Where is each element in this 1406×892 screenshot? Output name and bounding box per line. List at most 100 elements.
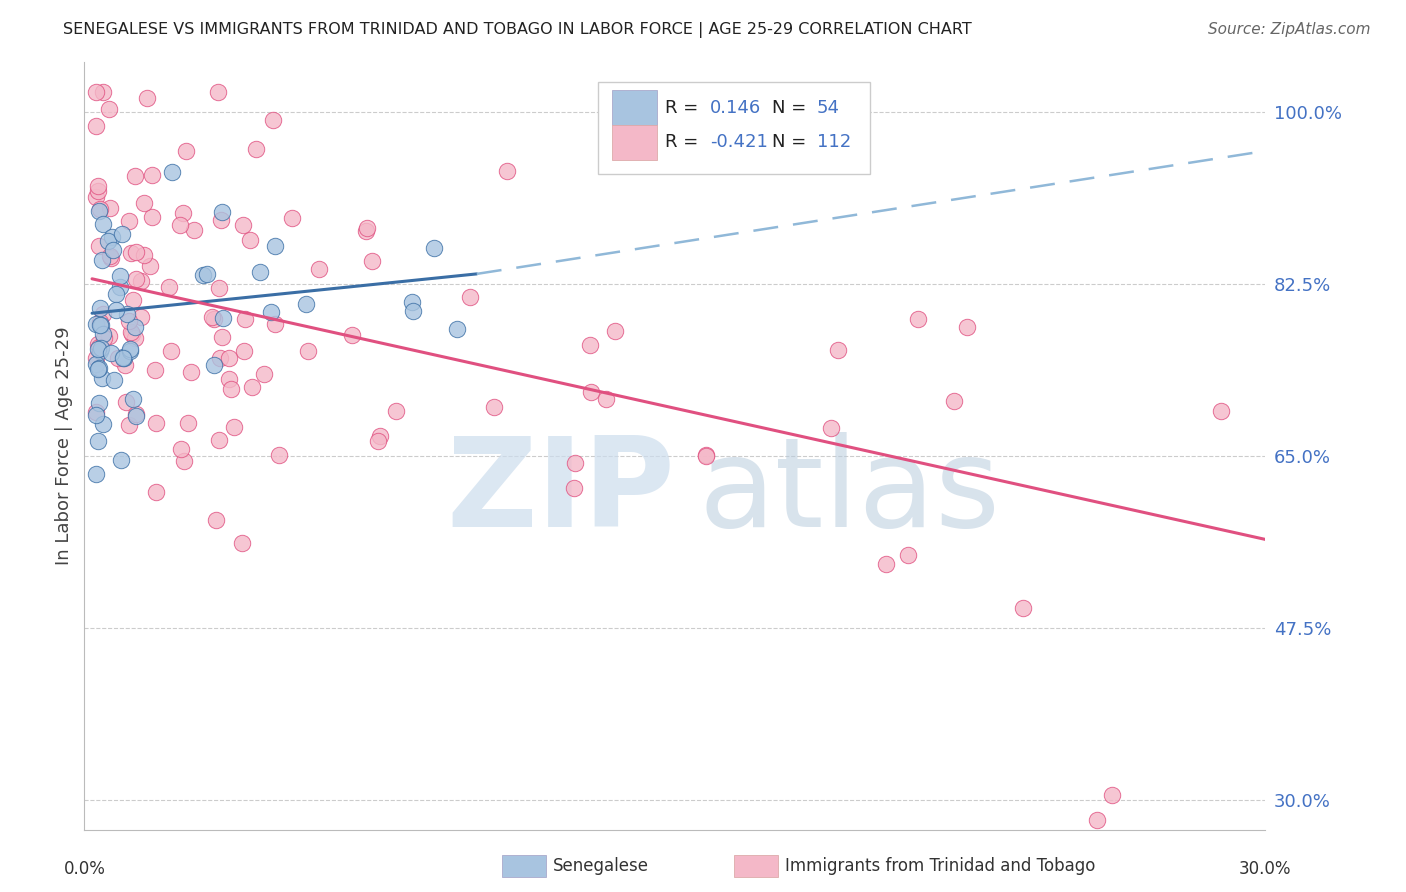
Point [308,262,330,277]
Point [208,351,231,366]
Point [205,513,228,527]
Text: 0.146: 0.146 [710,99,762,117]
Point [367,434,389,448]
Point [105,303,128,318]
Text: 30.0%: 30.0% [1239,860,1292,879]
Point [211,329,233,343]
Point [98,249,121,263]
Text: N =: N = [772,133,811,152]
Point [1101,788,1123,802]
Point [157,279,180,293]
Point [131,310,153,324]
Text: ZIP: ZIP [446,432,675,552]
Point [496,164,519,178]
Point [141,169,163,183]
Point [297,343,319,358]
Point [114,359,136,373]
Point [93,331,115,345]
Point [695,449,717,463]
Point [118,417,141,432]
Point [91,252,114,267]
Point [458,290,481,304]
Point [117,214,139,228]
Point [89,202,111,216]
Point [264,239,287,253]
Point [105,286,128,301]
Point [208,434,231,448]
Point [145,416,167,430]
Point [955,319,977,334]
Point [86,362,108,376]
Point [125,272,148,286]
Point [134,196,156,211]
Point [218,372,240,386]
Point [231,536,253,550]
Point [87,184,110,198]
Point [121,293,143,308]
Point [160,344,183,359]
Point [84,120,107,134]
Point [579,338,602,352]
Text: -0.421: -0.421 [710,133,768,152]
Point [86,357,108,371]
Point [368,429,391,443]
Point [562,481,585,495]
Point [86,467,108,481]
Text: N =: N = [772,99,811,117]
Point [145,485,167,500]
Text: Immigrants from Trinidad and Tobago: Immigrants from Trinidad and Tobago [785,857,1095,875]
Point [260,305,283,319]
Text: SENEGALESE VS IMMIGRANTS FROM TRINIDAD AND TOBAGO IN LABOR FORCE | AGE 25-29 COR: SENEGALESE VS IMMIGRANTS FROM TRINIDAD A… [63,22,972,38]
Point [86,318,108,332]
Point [195,267,218,281]
Point [108,280,131,294]
Point [193,268,215,282]
Point [172,206,194,220]
Point [174,144,197,158]
Point [1211,404,1233,418]
Point [120,343,142,357]
Point [101,243,124,257]
Point [141,210,163,224]
Point [136,90,159,104]
Point [482,400,505,414]
FancyBboxPatch shape [612,125,657,160]
Point [87,360,110,375]
Point [354,224,377,238]
Point [208,280,231,294]
Point [86,178,108,193]
Point [121,392,143,406]
Point [120,245,142,260]
Point [209,213,232,227]
FancyBboxPatch shape [612,90,657,126]
Point [84,351,107,366]
Point [249,265,271,279]
Point [827,343,849,357]
Point [218,351,240,366]
Point [240,380,263,394]
Point [232,218,254,232]
Point [595,392,617,407]
Point [100,346,122,360]
Point [91,218,114,232]
Text: 112: 112 [817,133,851,152]
Point [115,307,138,321]
Point [173,454,195,468]
Point [84,408,107,422]
Point [177,416,200,430]
Point [170,442,193,456]
Point [134,248,156,262]
Point [91,417,114,431]
Point [180,365,202,379]
Point [111,227,134,242]
Point [160,165,183,179]
Point [112,351,135,365]
Point [89,203,111,218]
Point [253,367,276,381]
Point [98,202,121,216]
Point [219,382,242,396]
Point [384,404,406,418]
Point [111,350,134,364]
Point [262,112,284,127]
Point [84,405,107,419]
